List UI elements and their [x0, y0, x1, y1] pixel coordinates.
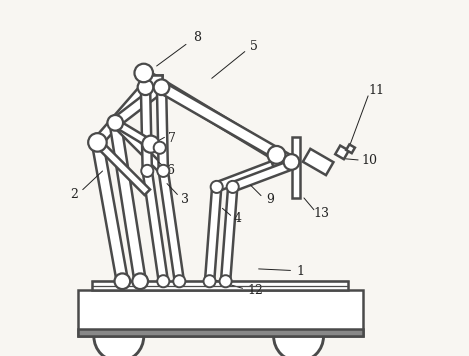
Polygon shape	[94, 84, 149, 146]
Circle shape	[211, 181, 223, 193]
Text: 4: 4	[234, 213, 242, 225]
Polygon shape	[141, 87, 152, 171]
Text: 1: 1	[296, 265, 304, 278]
Polygon shape	[145, 75, 161, 87]
Polygon shape	[292, 137, 300, 198]
Text: 10: 10	[362, 154, 378, 167]
Text: 3: 3	[181, 193, 189, 206]
Polygon shape	[112, 83, 165, 127]
Polygon shape	[141, 70, 280, 160]
Text: 13: 13	[314, 207, 330, 220]
Circle shape	[107, 115, 123, 131]
Polygon shape	[110, 122, 146, 282]
Polygon shape	[113, 120, 153, 147]
Circle shape	[157, 165, 169, 177]
Circle shape	[154, 79, 169, 95]
Circle shape	[227, 181, 239, 193]
Polygon shape	[92, 141, 128, 282]
Circle shape	[132, 273, 148, 289]
Polygon shape	[231, 161, 291, 191]
Polygon shape	[335, 146, 349, 159]
Polygon shape	[215, 161, 274, 191]
Circle shape	[284, 154, 299, 170]
Polygon shape	[205, 187, 221, 282]
Circle shape	[157, 275, 169, 287]
Polygon shape	[95, 140, 150, 195]
Polygon shape	[346, 145, 355, 153]
Text: 2: 2	[70, 188, 78, 200]
Text: 9: 9	[266, 193, 274, 206]
Text: 12: 12	[248, 284, 264, 297]
Polygon shape	[157, 87, 168, 171]
Circle shape	[94, 312, 144, 356]
Polygon shape	[113, 120, 166, 174]
Polygon shape	[78, 329, 363, 336]
Circle shape	[138, 79, 153, 95]
Polygon shape	[92, 281, 348, 290]
Text: 8: 8	[193, 31, 201, 44]
Circle shape	[173, 275, 185, 287]
Polygon shape	[143, 170, 168, 282]
Polygon shape	[221, 187, 237, 282]
Text: 11: 11	[369, 84, 385, 97]
Circle shape	[204, 275, 216, 287]
Text: 6: 6	[166, 164, 174, 177]
Circle shape	[141, 165, 153, 177]
Circle shape	[114, 273, 130, 289]
Circle shape	[135, 64, 153, 82]
Circle shape	[88, 133, 106, 152]
Text: 7: 7	[168, 132, 176, 145]
Polygon shape	[159, 82, 295, 167]
Polygon shape	[303, 149, 333, 175]
Circle shape	[273, 312, 324, 356]
Polygon shape	[159, 170, 184, 282]
Text: 5: 5	[250, 40, 258, 53]
Circle shape	[142, 136, 159, 153]
Circle shape	[219, 275, 232, 287]
Circle shape	[268, 146, 286, 164]
Polygon shape	[78, 290, 363, 336]
Circle shape	[154, 142, 166, 154]
